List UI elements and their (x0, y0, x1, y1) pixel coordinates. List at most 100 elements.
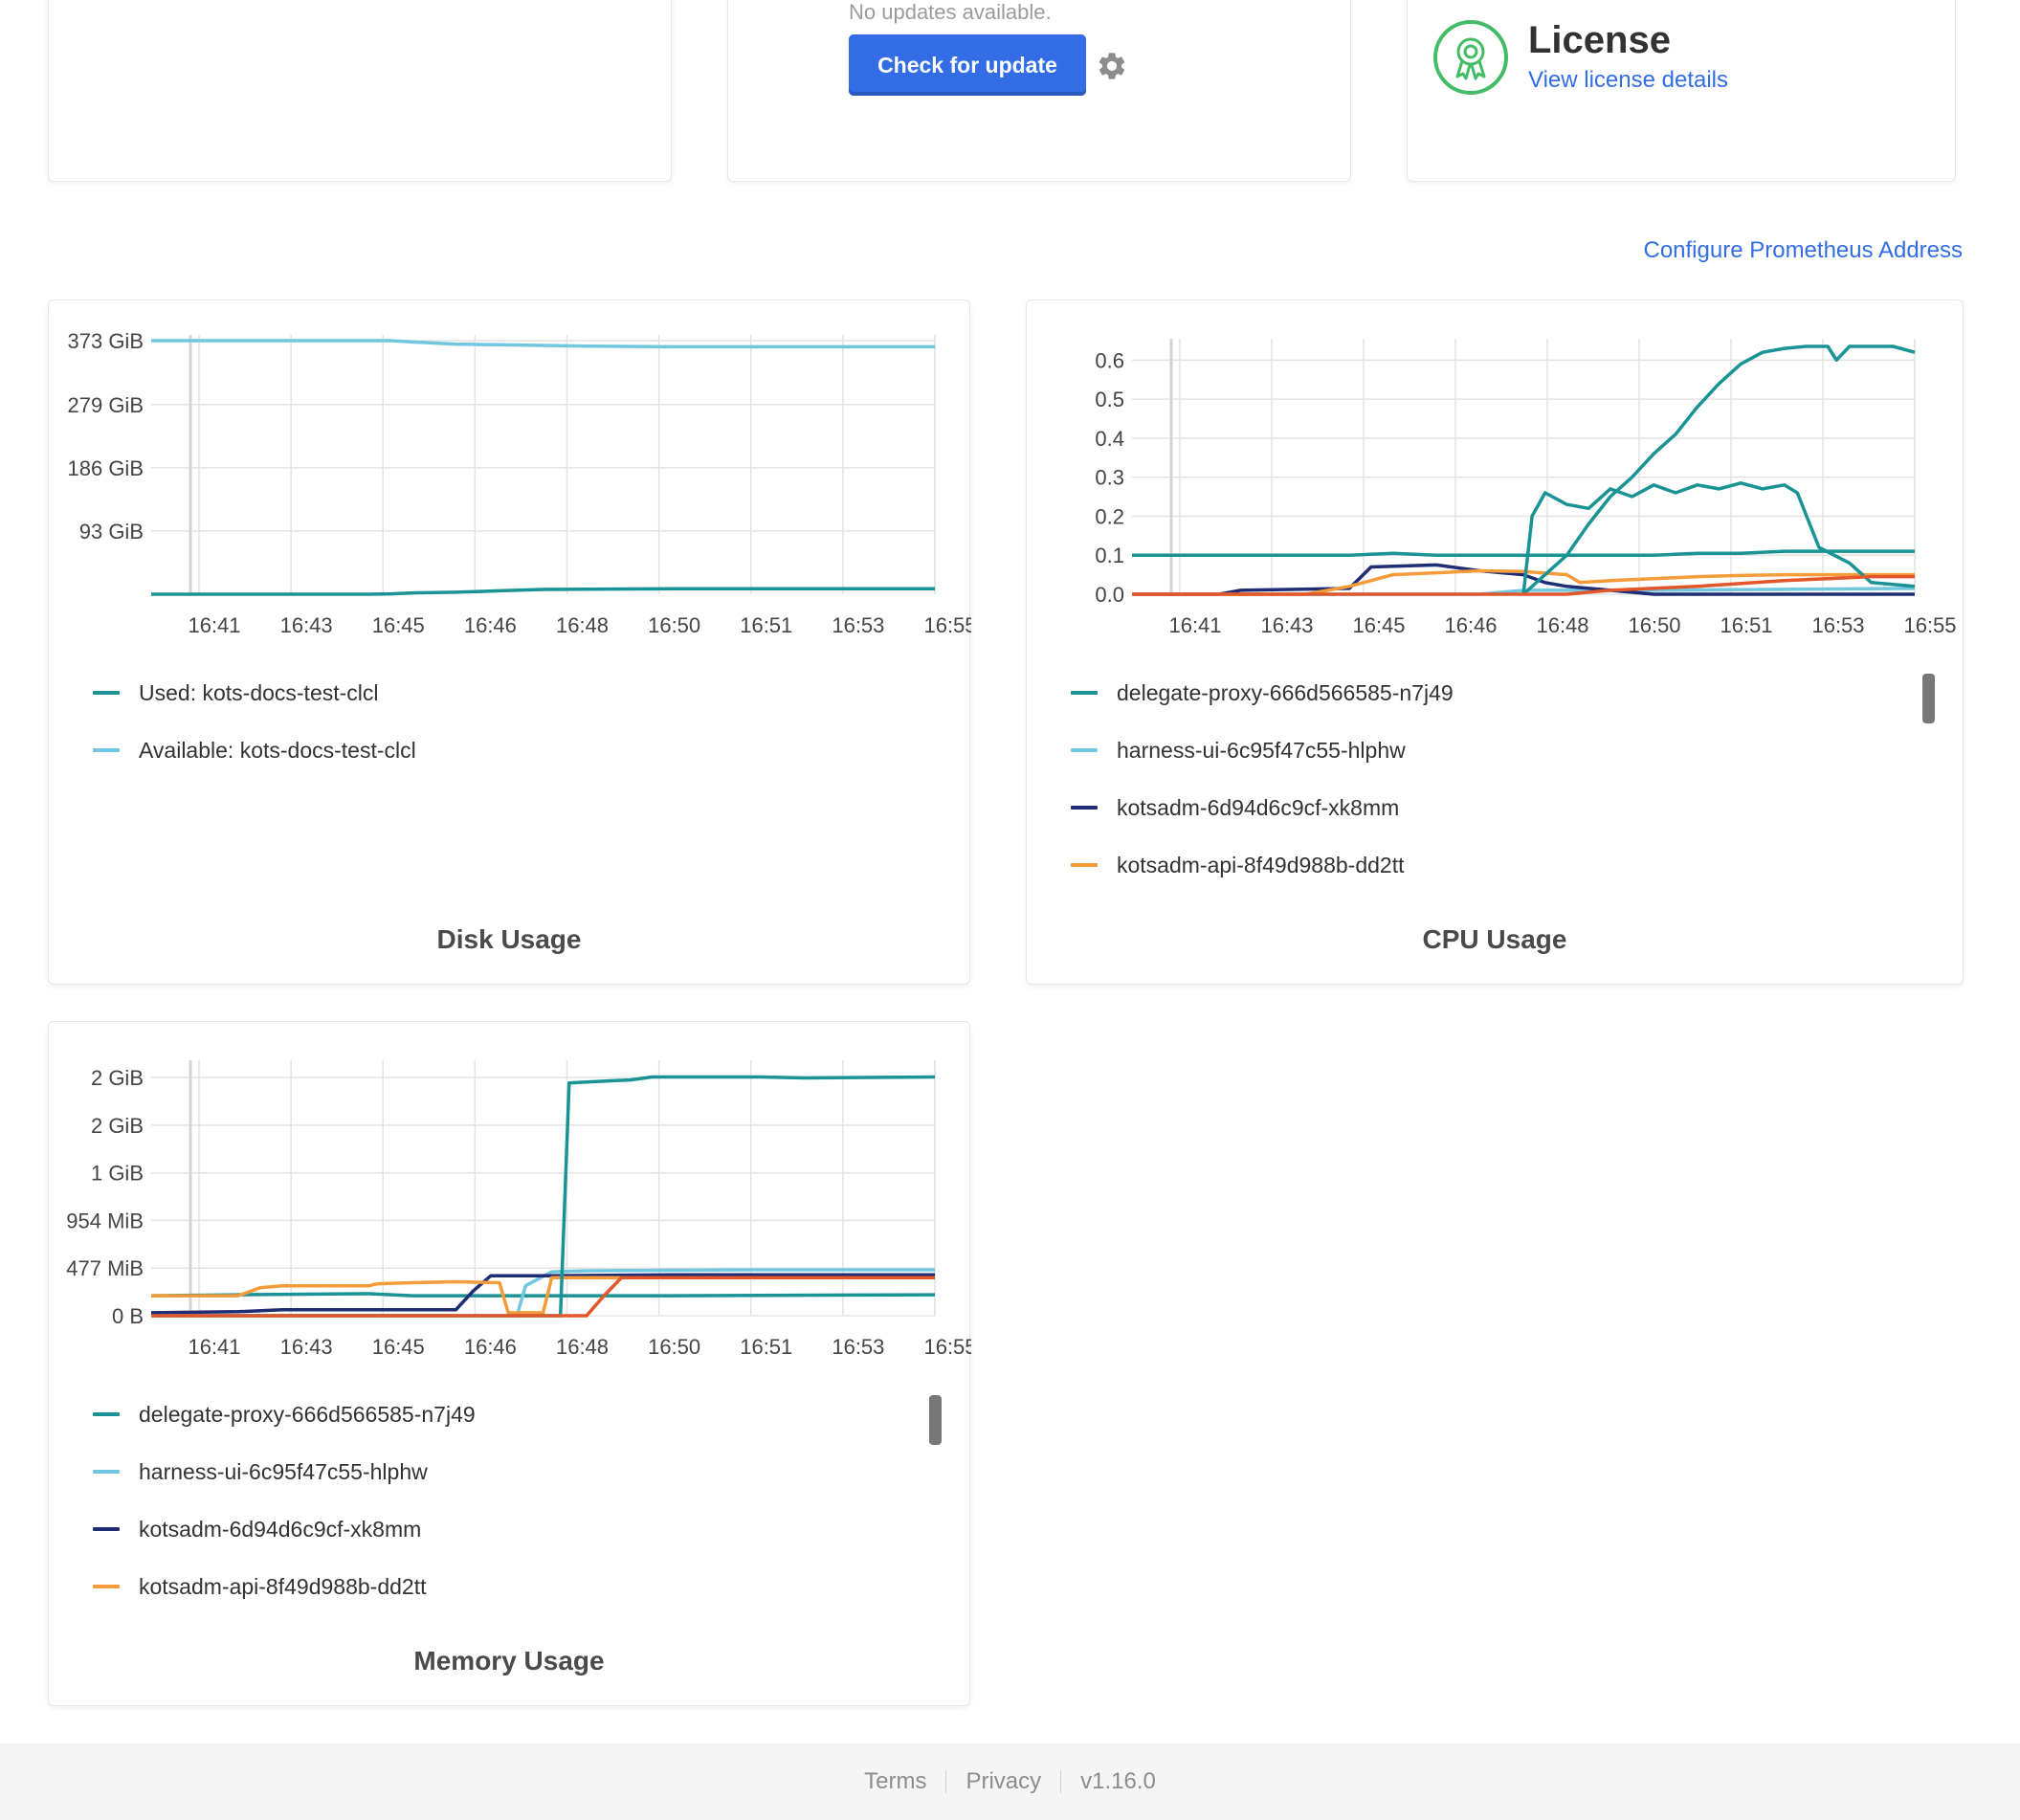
legend-label: delegate-proxy-666d566585-n7j49 (139, 1401, 476, 1427)
y-tick-label: 0.5 (1095, 388, 1124, 411)
series-line (1132, 549, 1915, 557)
x-tick-label: 16:43 (280, 613, 333, 637)
x-tick-label: 16:43 (280, 1335, 333, 1359)
y-tick-label: 0.1 (1095, 544, 1124, 567)
cpu-usage-legend: delegate-proxy-666d566585-n7j49 harness-… (1071, 664, 1454, 894)
series-line (1521, 344, 1916, 596)
x-tick-label: 16:48 (556, 613, 609, 637)
x-tick-label: 16:48 (556, 1335, 609, 1359)
configure-prometheus-link[interactable]: Configure Prometheus Address (1643, 237, 1963, 263)
x-tick-label: 16:45 (372, 1335, 425, 1359)
x-tick-label: 16:53 (832, 613, 884, 637)
cpu-usage-chart: 16:41 16:43 16:45 16:46 16:48 16:50 16:51 16:53… (1095, 339, 1957, 637)
x-tick-label: 16:50 (648, 1335, 700, 1359)
license-title: License (1528, 19, 1671, 61)
legend-swatch (1071, 691, 1098, 695)
legend-item[interactable]: harness-ui-6c95f47c55-hlphw (93, 1443, 476, 1500)
x-tick-label: 16:46 (464, 613, 517, 637)
x-tick-label: 16:50 (648, 613, 700, 637)
x-tick-label: 16:55 (923, 613, 971, 637)
y-tick-label: 954 MiB (66, 1209, 144, 1232)
info-card (48, 0, 672, 182)
legend-swatch (1071, 806, 1098, 810)
check-for-update-button[interactable]: Check for update (849, 34, 1086, 96)
y-tick-label: 0 B (112, 1304, 144, 1328)
legend-swatch (1071, 863, 1098, 867)
x-tick-label: 16:53 (1811, 613, 1864, 637)
legend-item[interactable]: Available: kots-docs-test-clcl (93, 721, 416, 779)
y-tick-label: 0.2 (1095, 504, 1124, 528)
legend-scrollbar[interactable] (1922, 674, 1935, 723)
legend-label: harness-ui-6c95f47c55-hlphw (139, 1458, 428, 1484)
x-tick-label: 16:41 (188, 613, 240, 637)
memory-usage-chart: 16:41 16:43 16:45 16:46 16:48 16:50 16:51 16:53… (66, 1060, 971, 1359)
legend-label: delegate-proxy-666d566585-n7j49 (1117, 679, 1454, 705)
series-line (151, 1075, 936, 1318)
chart-title: Disk Usage (436, 924, 582, 954)
y-tick-label: 0.6 (1095, 348, 1124, 372)
privacy-link[interactable]: Privacy (966, 1768, 1042, 1794)
x-tick-label: 16:51 (1720, 613, 1772, 637)
y-tick-label: 186 GiB (68, 456, 144, 480)
disk-usage-card: 16:41 16:43 16:45 16:46 16:48 16:50 16:51 16:53… (48, 300, 972, 985)
legend-swatch (93, 1527, 120, 1531)
disk-usage-chart: 16:41 16:43 16:45 16:46 16:48 16:50 16:51 16:53… (68, 329, 972, 637)
footer-divider (1060, 1770, 1062, 1793)
legend-item[interactable]: delegate-proxy-666d566585-n7j49 (93, 1386, 476, 1443)
series-line (1132, 574, 1915, 596)
series-line (151, 1276, 935, 1318)
legend-label: kotsadm-6d94d6c9cf-xk8mm (1117, 794, 1400, 820)
series-line (1132, 568, 1915, 596)
version-label: v1.16.0 (1080, 1768, 1156, 1794)
legend-item[interactable]: Used: kots-docs-test-clcl (93, 664, 416, 721)
terms-link[interactable]: Terms (864, 1768, 927, 1794)
x-tick-label: 16:51 (740, 1335, 792, 1359)
legend-label: harness-ui-6c95f47c55-hlphw (1117, 737, 1406, 763)
series-line (151, 1276, 935, 1315)
legend-item[interactable]: kotsadm-6d94d6c9cf-xk8mm (93, 1500, 476, 1558)
footer-divider (945, 1770, 947, 1793)
x-tick-label: 16:46 (464, 1335, 517, 1359)
update-status-text: No updates available. (849, 0, 1052, 24)
update-card: No updates available. Check for update (727, 0, 1351, 182)
x-tick-label: 16:41 (188, 1335, 240, 1359)
x-tick-label: 16:53 (832, 1335, 884, 1359)
cpu-usage-card: 16:41 16:43 16:45 16:46 16:48 16:50 16:51 16:53… (1026, 300, 1964, 985)
x-tick-label: 16:45 (1352, 613, 1405, 637)
legend-swatch (93, 1412, 120, 1416)
x-tick-label: 16:45 (372, 613, 425, 637)
legend-swatch (93, 691, 120, 695)
series-line (1521, 481, 1916, 595)
legend-item[interactable]: delegate-proxy-666d566585-n7j49 (1071, 664, 1454, 721)
legend-label: kotsadm-6d94d6c9cf-xk8mm (139, 1516, 422, 1542)
series-line (151, 339, 935, 349)
legend-label: kotsadm-api-8f49d988b-dd2tt (139, 1573, 427, 1599)
chart-title: Memory Usage (413, 1646, 605, 1676)
legend-scrollbar[interactable] (929, 1395, 942, 1445)
y-tick-label: 373 GiB (68, 329, 144, 353)
legend-swatch (1071, 748, 1098, 752)
series-line (150, 1292, 936, 1298)
legend-label: Used: kots-docs-test-clcl (139, 679, 379, 705)
gear-icon[interactable] (1096, 50, 1128, 82)
disk-usage-legend: Used: kots-docs-test-clcl Available: kot… (93, 664, 416, 779)
view-license-details-link[interactable]: View license details (1528, 67, 1729, 93)
series-line (150, 1273, 935, 1315)
x-tick-label: 16:41 (1168, 613, 1221, 637)
y-tick-label: 477 MiB (66, 1256, 144, 1280)
legend-swatch (93, 1470, 120, 1474)
license-card: License View license details (1407, 0, 1956, 182)
x-tick-label: 16:50 (1628, 613, 1680, 637)
memory-usage-card: 16:41 16:43 16:45 16:46 16:48 16:50 16:51 16:53… (48, 1021, 971, 1706)
legend-item[interactable]: kotsadm-api-8f49d988b-dd2tt (1071, 836, 1454, 894)
legend-label: Available: kots-docs-test-clcl (139, 737, 416, 763)
ribbon-badge-icon (1433, 20, 1508, 95)
legend-label: kotsadm-api-8f49d988b-dd2tt (1117, 852, 1405, 877)
x-tick-label: 16:43 (1260, 613, 1313, 637)
legend-item[interactable]: kotsadm-api-8f49d988b-dd2tt (93, 1558, 476, 1615)
y-tick-label: 93 GiB (79, 520, 144, 544)
footer: Terms Privacy v1.16.0 (0, 1743, 2020, 1820)
legend-item[interactable]: kotsadm-6d94d6c9cf-xk8mm (1071, 779, 1454, 836)
legend-item[interactable]: harness-ui-6c95f47c55-hlphw (1071, 721, 1454, 779)
y-tick-label: 0.4 (1095, 427, 1124, 451)
